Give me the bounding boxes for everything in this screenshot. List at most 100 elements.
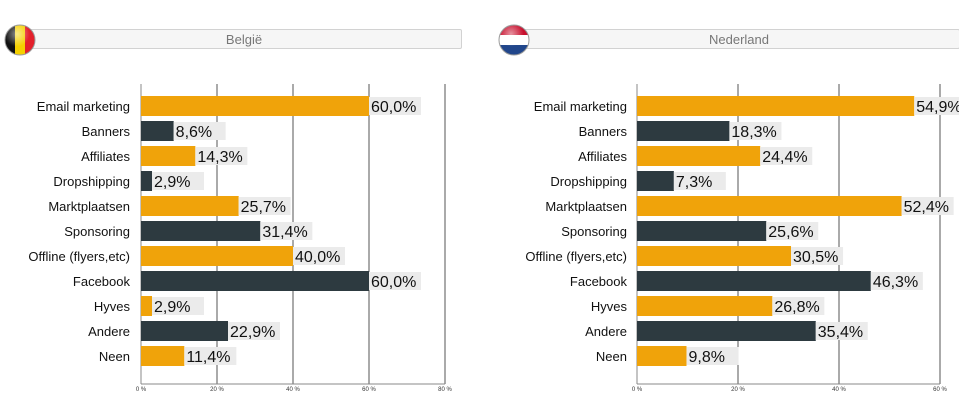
value-label: 25,6% <box>768 224 813 241</box>
value-label: 60,0% <box>371 99 416 116</box>
tick-label: 0 % <box>136 387 147 393</box>
bar <box>637 96 915 116</box>
category-label: Andere <box>88 324 130 339</box>
value-label-bg <box>772 297 825 315</box>
bar <box>637 196 902 216</box>
panel-title: België <box>225 32 263 47</box>
category-label: Offline (flyers,etc) <box>525 249 627 264</box>
value-label: 40,0% <box>295 249 340 266</box>
bar <box>141 96 369 116</box>
category-label: Facebook <box>570 274 628 289</box>
bar <box>141 346 185 366</box>
value-label: 9,8% <box>688 349 724 366</box>
value-label-bg <box>369 97 421 115</box>
value-label-bg <box>184 347 237 365</box>
value-label: 11,4% <box>186 349 230 366</box>
value-label-bg <box>901 197 954 215</box>
belgium-flag-icon <box>4 24 36 56</box>
category-label: Sponsoring <box>561 224 627 239</box>
value-label: 31,4% <box>262 224 307 241</box>
bar <box>141 221 261 241</box>
bar <box>637 271 871 291</box>
category-label: Banners <box>579 124 628 139</box>
value-label-bg <box>766 222 819 240</box>
value-label-bg <box>673 172 726 190</box>
bar <box>637 171 674 191</box>
tick-label: 40 % <box>286 387 300 393</box>
category-label: Email marketing <box>534 99 627 114</box>
value-label-bg <box>195 147 248 165</box>
panel-header: België <box>26 29 462 49</box>
tick-label: 0 % <box>632 387 643 393</box>
value-label-bg <box>152 172 205 190</box>
value-label: 26,8% <box>774 299 819 316</box>
value-label-bg <box>152 297 205 315</box>
tick-label: 60 % <box>362 387 376 393</box>
tick-label: 20 % <box>731 387 745 393</box>
panel-header: Nederland <box>518 29 959 49</box>
category-label: Dropshipping <box>550 174 627 189</box>
value-label-bg <box>729 122 782 140</box>
value-label-bg <box>914 97 959 115</box>
category-label: Hyves <box>94 299 131 314</box>
category-label: Marktplaatsen <box>545 199 627 214</box>
value-label-bg <box>686 347 739 365</box>
value-label-bg <box>173 122 226 140</box>
bar <box>141 271 369 291</box>
category-label: Neen <box>99 349 130 364</box>
tick-label: 20 % <box>210 387 224 393</box>
tick-label: 60 % <box>933 387 947 393</box>
value-label-bg <box>228 322 281 340</box>
bar <box>141 121 174 141</box>
value-label: 18,3% <box>731 124 776 141</box>
value-label: 8,6% <box>176 124 212 141</box>
category-label: Banners <box>82 124 131 139</box>
bar <box>637 346 687 366</box>
value-label: 35,4% <box>818 324 863 341</box>
value-label: 24,4% <box>762 149 807 166</box>
netherlands-flag-icon <box>498 24 530 56</box>
category-label: Affiliates <box>578 149 627 164</box>
value-label: 52,4% <box>904 199 949 216</box>
category-label: Hyves <box>591 299 628 314</box>
bar <box>141 146 196 166</box>
bar <box>637 246 792 266</box>
bar <box>141 246 293 266</box>
bar <box>141 171 153 191</box>
category-label: Neen <box>596 349 627 364</box>
tick-label: 80 % <box>438 387 452 393</box>
value-label-bg <box>760 147 813 165</box>
value-label-bg <box>238 197 291 215</box>
value-label: 30,5% <box>793 249 838 266</box>
category-label: Andere <box>585 324 627 339</box>
value-label: 46,3% <box>873 274 918 291</box>
value-label-bg <box>293 247 345 265</box>
bar <box>637 146 761 166</box>
bar <box>141 321 229 341</box>
value-label: 7,3% <box>676 174 712 191</box>
tick-label: 40 % <box>832 387 846 393</box>
chart-belgium: 0 % 20 % 40 % 60 % 80 % Email marketing 60,0% B… <box>28 84 452 393</box>
value-label: 14,3% <box>197 149 242 166</box>
category-label: Offline (flyers,etc) <box>28 249 130 264</box>
value-label: 2,9% <box>154 299 190 316</box>
category-label: Marktplaatsen <box>48 199 130 214</box>
value-label-bg <box>260 222 313 240</box>
value-label-bg <box>791 247 844 265</box>
value-label: 60,0% <box>371 274 416 291</box>
value-label-bg <box>870 272 923 290</box>
bar <box>637 221 767 241</box>
bar <box>637 296 773 316</box>
panel-netherlands: Nederland 0 % 20 % 40 % 60 % Email marketing… <box>494 0 959 409</box>
chart-netherlands: 0 % 20 % 40 % 60 % Email marketing 54,9% Banne… <box>525 84 959 393</box>
bar <box>637 321 816 341</box>
value-label-bg <box>815 322 868 340</box>
panel-title: Nederland <box>709 32 769 47</box>
category-label: Affiliates <box>81 149 130 164</box>
panel-belgium: België 0 % 20 % 40 % 60 % 80 % Email marketin… <box>0 0 470 409</box>
category-label: Sponsoring <box>64 224 130 239</box>
category-label: Dropshipping <box>53 174 130 189</box>
value-label: 54,9% <box>916 99 959 116</box>
bar <box>141 296 153 316</box>
category-label: Email marketing <box>37 99 130 114</box>
